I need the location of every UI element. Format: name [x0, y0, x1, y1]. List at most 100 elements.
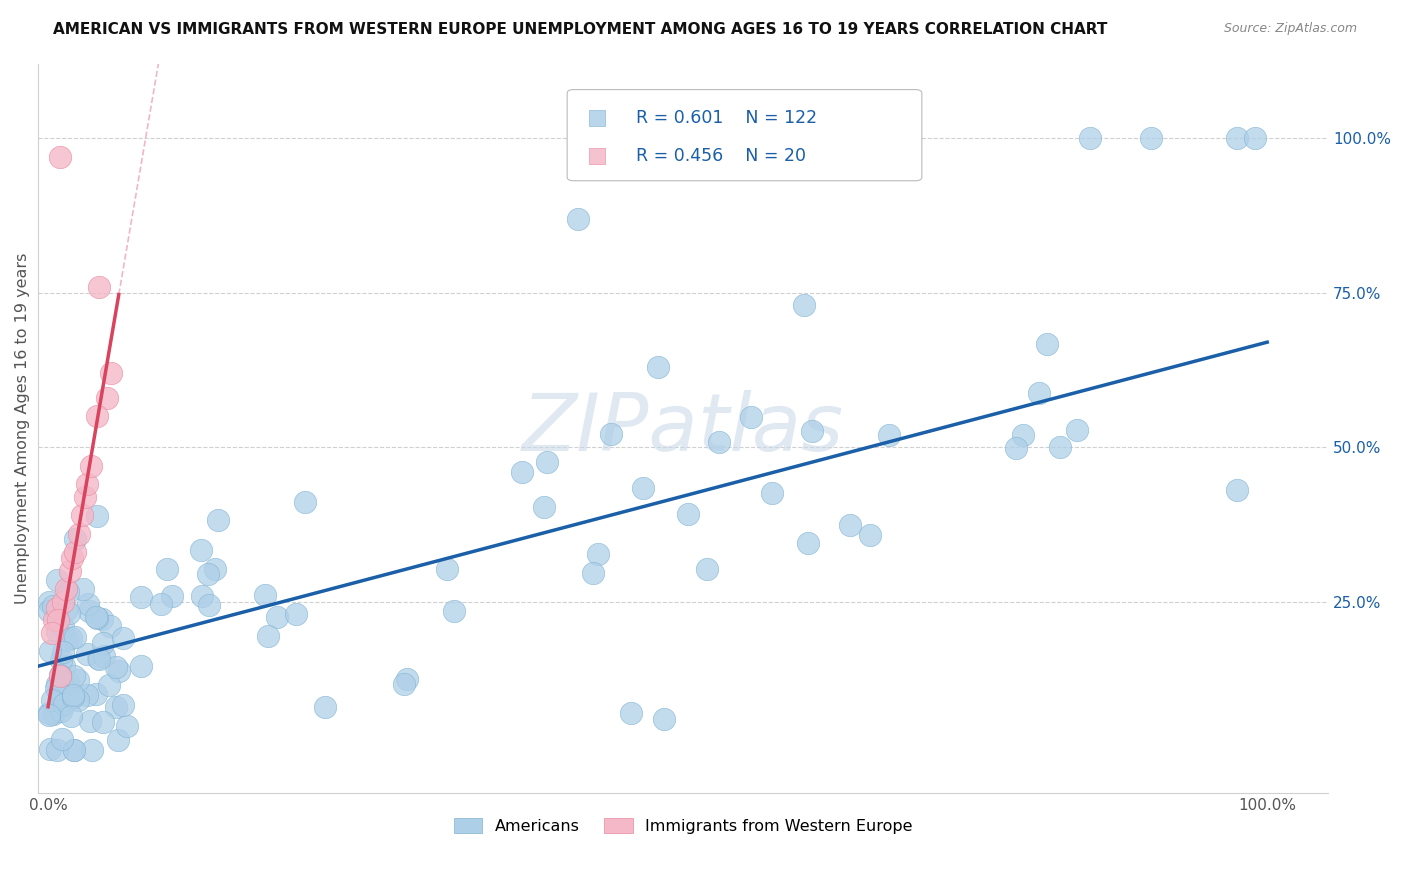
Point — [155, 562, 177, 576]
Point — [314, 699, 336, 714]
Point — [55, 673, 77, 688]
Point — [84, 610, 107, 624]
Point — [62, 551, 84, 566]
Point — [67, 693, 90, 707]
Point — [80, 458, 103, 473]
Point — [1226, 483, 1249, 498]
Point — [294, 494, 316, 508]
Point — [1049, 440, 1071, 454]
Point — [108, 664, 131, 678]
Point — [1080, 131, 1102, 145]
Point — [76, 477, 98, 491]
Point — [1066, 423, 1088, 437]
Point — [77, 598, 100, 612]
Point — [436, 561, 458, 575]
Point — [76, 689, 98, 703]
Point — [1140, 131, 1163, 145]
Point — [45, 681, 67, 695]
Point — [565, 209, 588, 223]
Point — [87, 652, 110, 666]
Point — [42, 599, 65, 613]
Point — [1028, 385, 1050, 400]
Point — [80, 743, 103, 757]
Point — [51, 704, 73, 718]
Point — [52, 595, 75, 609]
Point — [41, 625, 63, 640]
Point — [190, 543, 212, 558]
Point — [55, 582, 77, 597]
Point — [582, 566, 605, 580]
Point — [93, 648, 115, 663]
Point — [533, 500, 555, 514]
Point — [45, 677, 67, 691]
Point — [567, 211, 589, 226]
Point — [91, 612, 114, 626]
Point — [38, 644, 60, 658]
Point — [63, 630, 86, 644]
Point — [58, 584, 80, 599]
Point — [253, 589, 276, 603]
Point — [48, 699, 70, 714]
Point — [793, 298, 815, 312]
FancyBboxPatch shape — [567, 89, 922, 181]
Point — [59, 564, 82, 578]
Point — [838, 518, 860, 533]
Text: Source: ZipAtlas.com: Source: ZipAtlas.com — [1223, 22, 1357, 36]
Point — [76, 647, 98, 661]
Point — [55, 603, 77, 617]
Point — [87, 651, 110, 665]
Point — [859, 528, 882, 542]
Point — [191, 589, 214, 603]
Point — [89, 279, 111, 293]
Point — [1004, 442, 1026, 456]
Point — [77, 604, 100, 618]
Point — [62, 690, 84, 704]
Point — [112, 698, 135, 712]
Point — [510, 466, 533, 480]
Point — [46, 624, 69, 639]
Point — [117, 719, 139, 733]
Point — [49, 653, 72, 667]
Point — [52, 645, 75, 659]
Point — [631, 482, 654, 496]
Point — [600, 426, 623, 441]
Point — [51, 675, 73, 690]
Point — [38, 595, 60, 609]
Point — [59, 708, 82, 723]
Point — [51, 694, 73, 708]
Point — [97, 678, 120, 692]
Point — [58, 607, 80, 621]
Point — [46, 613, 69, 627]
Point — [63, 743, 86, 757]
Point — [66, 673, 89, 688]
Point — [105, 660, 128, 674]
Point — [676, 508, 699, 522]
Point — [797, 536, 820, 550]
Point — [111, 631, 134, 645]
Point — [67, 526, 90, 541]
Text: R = 0.601    N = 122: R = 0.601 N = 122 — [636, 110, 817, 128]
Point — [107, 732, 129, 747]
Y-axis label: Unemployment Among Ages 16 to 19 years: Unemployment Among Ages 16 to 19 years — [15, 253, 30, 605]
Point — [38, 604, 60, 618]
Point — [149, 597, 172, 611]
Point — [46, 743, 69, 757]
Point — [46, 573, 69, 587]
Point — [100, 366, 122, 380]
Point — [197, 567, 219, 582]
Point — [800, 425, 823, 439]
Point — [56, 674, 79, 689]
Point — [45, 601, 67, 615]
Point — [84, 687, 107, 701]
Point — [709, 434, 731, 449]
Point — [91, 714, 114, 729]
Point — [62, 669, 84, 683]
Point — [79, 714, 101, 729]
Point — [51, 732, 73, 747]
Point — [266, 610, 288, 624]
Point — [44, 613, 66, 627]
Point — [696, 562, 718, 576]
Point — [1244, 131, 1267, 145]
Point — [62, 689, 84, 703]
Point — [56, 633, 79, 648]
